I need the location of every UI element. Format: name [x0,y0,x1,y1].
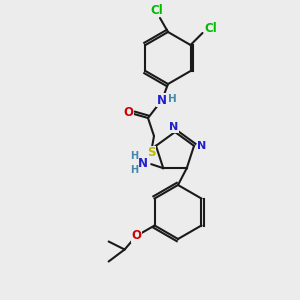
Text: Cl: Cl [151,4,164,16]
Text: O: O [123,106,133,118]
Text: O: O [132,229,142,242]
Text: N: N [197,141,207,151]
Text: H: H [130,151,138,161]
Text: Cl: Cl [204,22,217,34]
Text: N: N [138,157,148,170]
Text: N: N [157,94,167,106]
Text: N: N [169,122,178,132]
Text: S: S [147,146,155,160]
Text: H: H [130,165,138,175]
Text: H: H [168,94,176,104]
